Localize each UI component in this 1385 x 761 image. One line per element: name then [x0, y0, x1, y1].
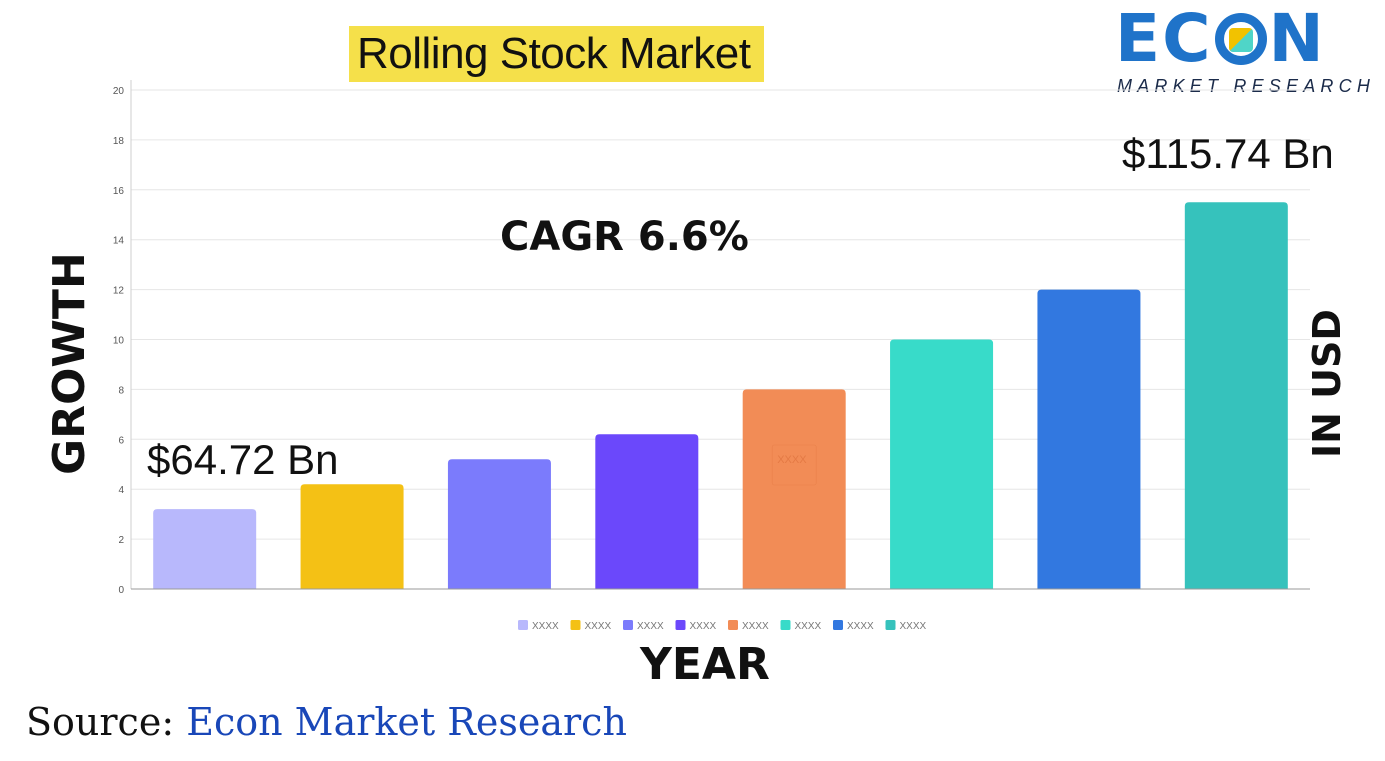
source-prefix: Source: [26, 700, 175, 744]
legend: XXXX XXXX XXXX XXXX XXXX XXXX XXXX XXXX [518, 620, 927, 632]
logo-subtitle: MARKET RESEARCH [1117, 76, 1376, 96]
y-tick-label: 6 [118, 435, 124, 446]
legend-label: XXXX [585, 621, 612, 632]
x-axis-label: YEAR [640, 639, 770, 690]
source-name: Econ Market Research [186, 700, 627, 744]
legend-swatch [780, 620, 791, 630]
y-tick-label: 4 [118, 485, 124, 496]
y-tick-label: 18 [113, 136, 125, 147]
bars: XXXX [153, 202, 1288, 589]
cagr-annotation: CAGR 6.6% [500, 214, 749, 260]
legend-swatch [833, 620, 843, 630]
bar [595, 434, 699, 589]
source-note: Source: Econ Market Research [26, 698, 627, 746]
y-tick-label: 0 [118, 585, 124, 596]
legend-label: XXXX [532, 621, 559, 632]
bar [300, 484, 404, 589]
bar [153, 509, 257, 589]
bar [742, 389, 846, 589]
bar-label-box [771, 444, 817, 486]
y-tick-label: 8 [118, 385, 124, 396]
start-value-annotation: $64.72 Bn [147, 436, 339, 483]
y-tick-label: 2 [118, 535, 124, 546]
bar [447, 459, 551, 589]
logo-wordmark: EC N [1115, 4, 1326, 74]
legend-label: XXXX [900, 621, 927, 632]
legend-swatch [728, 620, 738, 630]
legend-label: XXXX [742, 621, 769, 632]
legend-swatch [623, 620, 633, 630]
currency-label: IN USD [1305, 309, 1349, 458]
logo-word-end: N [1268, 0, 1326, 77]
y-tick-labels: 0 2 4 6 8 10 12 14 16 18 20 [113, 86, 125, 596]
bar [890, 339, 994, 589]
bar [1184, 202, 1288, 589]
y-axis-label: GROWTH [44, 252, 95, 475]
legend-swatch [885, 620, 896, 630]
y-tick-label: 20 [113, 86, 125, 97]
econ-logo: EC N MARKET RESEARCH [1115, 4, 1370, 100]
legend-label: XXXX [637, 621, 664, 632]
legend-label: XXXX [795, 621, 822, 632]
end-value-annotation: $115.74 Bn [1122, 130, 1334, 177]
legend-label: XXXX [690, 621, 717, 632]
y-tick-label: 10 [113, 336, 125, 347]
chart-title: Rolling Stock Market [349, 26, 765, 82]
bar [1037, 289, 1141, 589]
y-tick-label: 16 [113, 186, 125, 197]
bar-inner-label: XXXX [777, 454, 807, 466]
y-tick-label: 12 [113, 286, 125, 297]
y-tick-label: 14 [113, 236, 125, 247]
logo-word-start: EC [1115, 0, 1213, 77]
logo-chart-icon [1214, 12, 1267, 65]
legend-swatch [518, 620, 528, 630]
legend-label: XXXX [847, 621, 874, 632]
legend-swatch [570, 620, 581, 630]
legend-swatch [675, 620, 686, 630]
